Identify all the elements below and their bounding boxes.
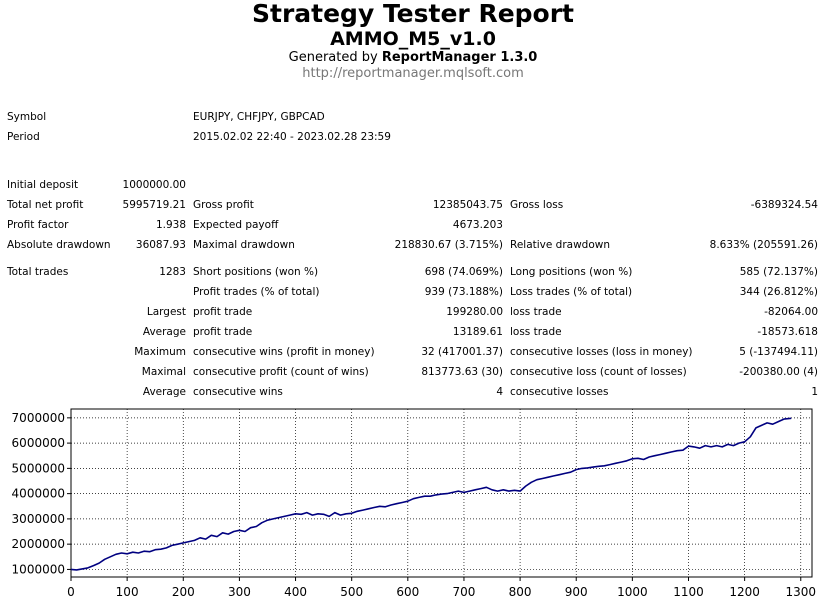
avg-consec-wins-label: consecutive wins [193, 386, 283, 398]
profit-trades-label: Profit trades (% of total) [193, 286, 320, 298]
absolute-drawdown-label: Absolute drawdown [7, 239, 111, 251]
expected-payoff-value: 4673.203 [452, 219, 503, 231]
avg-consec-losses-label: consecutive losses [510, 386, 609, 398]
largest-profit-value: 199280.00 [446, 306, 503, 318]
y-tick-label: 5000000 [12, 461, 65, 475]
max-consec-losses-value: 5 (-137494.11) [739, 346, 818, 358]
profit-trades-value: 939 (73.188%) [424, 286, 503, 298]
y-tick-label: 6000000 [12, 436, 65, 450]
largest-profit-label: profit trade [193, 306, 253, 318]
avg-consec-wins-value: 4 [496, 386, 503, 398]
x-tick-label: 200 [172, 585, 195, 599]
balance-line [70, 417, 792, 571]
absolute-drawdown-value: 36087.93 [135, 239, 186, 251]
y-tick-label: 4000000 [12, 487, 65, 501]
max-consec-wins-value: 32 (417001.37) [421, 346, 503, 358]
period-value: 2015.02.02 22:40 - 2023.02.28 23:59 [193, 131, 391, 143]
total-trades-value: 1283 [159, 266, 186, 278]
average-profit-value: 13189.61 [452, 326, 503, 338]
x-tick-label: 100 [116, 585, 139, 599]
generator-url[interactable]: http://reportmanager.mqlsoft.com [302, 66, 524, 81]
loss-trades-value: 344 (26.812%) [739, 286, 818, 298]
report-title: Strategy Tester Report [251, 0, 575, 28]
maximal-consec-profit-label: consecutive profit (count of wins) [193, 366, 369, 378]
average-loss-value: -18573.618 [757, 326, 818, 338]
short-positions-value: 698 (74.069%) [424, 266, 503, 278]
period-label: Period [7, 131, 40, 143]
x-tick-label: 400 [284, 585, 307, 599]
short-positions-label: Short positions (won %) [193, 266, 319, 278]
y-tick-label: 2000000 [12, 537, 65, 551]
x-tick-label: 1000 [617, 585, 648, 599]
largest-label: Largest [146, 306, 186, 318]
max-consec-wins-label: consecutive wins (profit in money) [193, 346, 375, 358]
long-positions-label: Long positions (won %) [510, 266, 633, 278]
maximal-label: Maximal [141, 366, 186, 378]
profit-factor-label: Profit factor [7, 219, 69, 231]
y-tick-label: 7000000 [12, 411, 65, 425]
largest-loss-value: -82064.00 [764, 306, 818, 318]
maximum-label: Maximum [134, 346, 186, 358]
x-tick-label: 1100 [673, 585, 704, 599]
average-consec-label: Average [142, 386, 186, 398]
avg-consec-losses-value: 1 [811, 386, 818, 398]
initial-deposit-value: 1000000.00 [122, 179, 186, 191]
generated-by: Generated by ReportManager 1.3.0 [0, 50, 826, 65]
loss-trades-label: Loss trades (% of total) [510, 286, 633, 298]
largest-loss-label: loss trade [510, 306, 562, 318]
maximal-consec-loss-value: -200380.00 (4) [739, 366, 818, 378]
total-net-profit-label: Total net profit [7, 199, 84, 211]
x-tick-label: 800 [509, 585, 532, 599]
long-positions-value: 585 (72.137%) [739, 266, 818, 278]
expected-payoff-label: Expected payoff [193, 219, 279, 231]
expert-name: AMMO_M5_v1.0 [330, 28, 496, 50]
profit-factor-value: 1.938 [155, 219, 186, 231]
maximal-drawdown-value: 218830.67 (3.715%) [394, 239, 503, 251]
gross-profit-label: Gross profit [193, 199, 254, 211]
max-consec-losses-label: consecutive losses (loss in money) [510, 346, 693, 358]
relative-drawdown-label: Relative drawdown [510, 239, 611, 251]
y-tick-label: 1000000 [12, 562, 65, 576]
x-tick-label: 900 [565, 585, 588, 599]
symbol-value: EURJPY, CHFJPY, GBPCAD [193, 111, 325, 123]
balance-chart: 0 100 200 300 400 500 600 700 800 900 1000 1100 1200… [12, 408, 816, 599]
average-profit-label: profit trade [193, 326, 253, 338]
x-tick-label: 700 [453, 585, 476, 599]
maximal-consec-profit-value: 813773.63 (30) [421, 366, 503, 378]
average-label: Average [142, 326, 186, 338]
symbol-label: Symbol [7, 111, 47, 123]
x-tick-label: 1300 [785, 585, 816, 599]
initial-deposit-label: Initial deposit [7, 179, 79, 191]
x-tick-label: 500 [340, 585, 363, 599]
generator-name: ReportManager 1.3.0 [381, 50, 538, 65]
y-tick-label: 3000000 [12, 512, 65, 526]
maximal-consec-loss-label: consecutive loss (count of losses) [510, 366, 687, 378]
plot-frame [70, 408, 813, 578]
average-loss-label: loss trade [510, 326, 562, 338]
x-tick-label: 300 [228, 585, 251, 599]
gross-loss-label: Gross loss [510, 199, 564, 211]
total-net-profit-value: 5995719.21 [122, 199, 186, 211]
x-tick-label: 600 [396, 585, 419, 599]
gross-loss-value: -6389324.54 [750, 199, 818, 211]
total-trades-label: Total trades [7, 266, 69, 278]
generated-prefix: Generated by [288, 50, 382, 65]
relative-drawdown-value: 8.633% (205591.26) [709, 239, 818, 251]
x-tick-label: 0 [67, 585, 75, 599]
maximal-drawdown-label: Maximal drawdown [193, 239, 295, 251]
gross-profit-value: 12385043.75 [432, 199, 503, 211]
x-tick-label: 1200 [729, 585, 760, 599]
